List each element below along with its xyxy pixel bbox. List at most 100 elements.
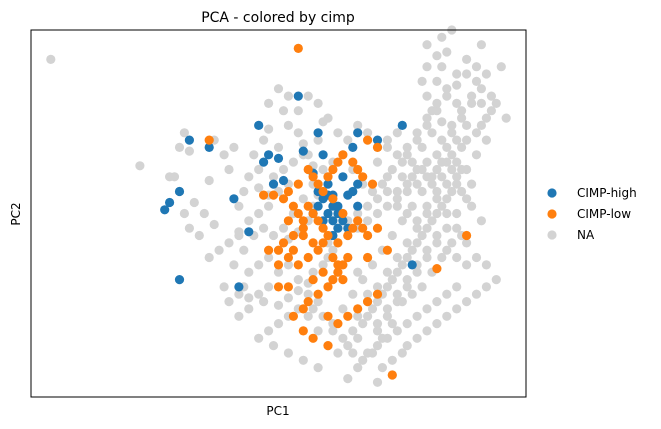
point-cimp-low-79 [273, 260, 284, 270]
point-na-274 [397, 157, 407, 167]
point-na-4 [199, 208, 209, 219]
point-na-8 [234, 201, 244, 211]
point-na-18 [283, 120, 293, 130]
x-axis-label: PC1 [266, 404, 289, 418]
point-na-119 [402, 341, 412, 351]
point-na-278 [437, 172, 447, 182]
point-na-324 [169, 172, 180, 182]
point-na-74 [392, 252, 402, 263]
point-na-192 [491, 98, 501, 108]
point-cimp-low-23 [308, 172, 318, 182]
point-na-72 [372, 282, 383, 292]
point-na-291 [377, 333, 387, 343]
point-na-17 [278, 106, 289, 116]
point-na-210 [432, 106, 442, 116]
point-cimp-high-38 [333, 223, 343, 233]
point-cimp-low-80 [264, 245, 274, 255]
point-na-104 [452, 179, 462, 189]
point-na-191 [496, 62, 506, 72]
point-cimp-high-24 [338, 216, 348, 226]
point-na-121 [422, 326, 432, 336]
point-cimp-low-51 [323, 341, 333, 351]
point-na-115 [343, 341, 353, 351]
point-cimp-low-12 [318, 223, 328, 233]
point-na-255 [224, 297, 234, 307]
point-cimp-low-52 [333, 319, 343, 329]
point-na-349 [476, 40, 486, 50]
point-cimp-low-32 [372, 142, 383, 152]
point-na-307 [278, 164, 289, 175]
point-na-134 [402, 319, 412, 329]
point-na-99 [486, 106, 496, 116]
point-na-295 [338, 333, 348, 343]
point-na-56 [432, 164, 442, 175]
point-na-226 [442, 208, 452, 219]
point-na-172 [452, 208, 462, 219]
point-na-61 [427, 216, 437, 226]
point-na-333 [333, 128, 343, 138]
point-cimp-low-35 [288, 245, 298, 255]
point-cimp-low-4 [278, 194, 289, 204]
point-cimp-low-31 [363, 135, 373, 145]
point-cimp-low-27 [338, 150, 348, 160]
point-cimp-high-33 [372, 135, 383, 145]
point-cimp-high-13 [298, 146, 308, 156]
point-na-338 [382, 135, 392, 145]
point-cimp-low-7 [293, 208, 303, 219]
point-na-208 [412, 135, 422, 145]
point-cimp-high-29 [353, 179, 363, 189]
point-cimp-low-55 [363, 297, 373, 307]
point-cimp-low-9 [303, 201, 313, 211]
point-na-163 [397, 216, 407, 226]
point-cimp-low-13 [323, 230, 333, 241]
point-na-150 [264, 326, 274, 336]
point-cimp-low-21 [318, 186, 328, 197]
point-na-42 [308, 267, 318, 277]
point-na-105 [442, 194, 452, 204]
point-na-1 [135, 161, 145, 171]
point-na-332 [323, 113, 333, 123]
point-na-139 [377, 363, 387, 373]
point-na-248 [293, 275, 303, 285]
point-na-9 [239, 186, 249, 197]
point-na-299 [174, 142, 185, 152]
point-cimp-low-61 [298, 223, 308, 233]
point-na-157 [338, 304, 348, 314]
point-na-254 [234, 311, 244, 321]
point-na-75 [402, 238, 412, 248]
point-cimp-low-49 [298, 326, 308, 336]
point-na-201 [402, 179, 412, 189]
point-na-5 [189, 197, 199, 208]
point-na-258 [239, 245, 249, 255]
point-na-182 [407, 157, 417, 167]
point-na-285 [437, 252, 447, 263]
point-na-153 [283, 348, 293, 358]
point-na-213 [462, 120, 472, 130]
point-cimp-low-2 [259, 190, 269, 200]
point-na-280 [457, 186, 467, 197]
point-cimp-high-4 [165, 197, 175, 208]
point-na-304 [229, 142, 239, 152]
point-cimp-high-0 [184, 135, 194, 145]
point-cimp-low-45 [313, 289, 323, 299]
point-na-296 [328, 326, 338, 336]
point-na-336 [363, 128, 373, 138]
point-na-89 [437, 32, 447, 42]
point-na-86 [432, 76, 442, 86]
point-na-246 [313, 297, 323, 307]
point-na-198 [432, 150, 442, 160]
legend-marker-cimp-high [547, 188, 557, 198]
point-cimp-low-60 [308, 238, 318, 248]
point-na-116 [333, 348, 343, 358]
point-na-97 [457, 113, 467, 123]
point-na-50 [372, 208, 383, 219]
point-cimp-low-19 [338, 208, 348, 219]
point-na-168 [447, 150, 457, 160]
point-na-188 [467, 91, 477, 101]
point-na-93 [462, 69, 472, 79]
point-na-120 [412, 333, 422, 343]
point-na-219 [372, 194, 383, 204]
point-cimp-high-11 [268, 179, 279, 189]
point-cimp-low-66 [293, 179, 303, 189]
point-cimp-low-42 [333, 267, 343, 277]
